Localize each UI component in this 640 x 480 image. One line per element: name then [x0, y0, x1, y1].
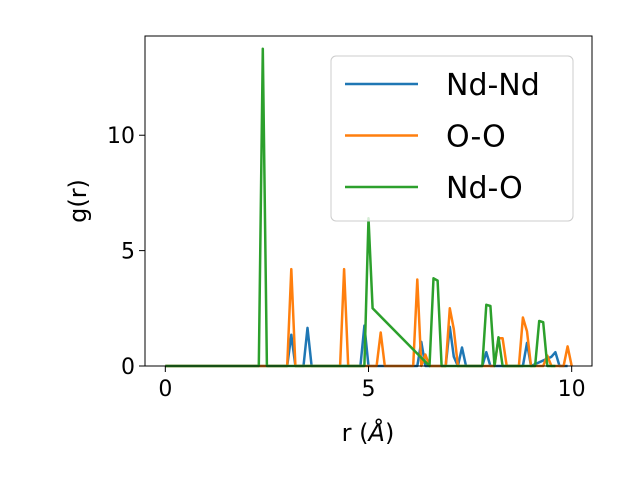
- legend-label-2: Nd-O: [446, 171, 523, 206]
- legend-label-1: O-O: [446, 120, 506, 155]
- legend-label-0: Nd-Nd: [446, 68, 540, 103]
- x-axis-label-close: ): [385, 419, 394, 447]
- y-axis-label: g(r): [64, 179, 92, 223]
- x-tick-label-1: 5: [362, 377, 376, 402]
- x-axis-label: r (Å): [342, 418, 395, 447]
- x-tick-label-2: 10: [558, 377, 586, 402]
- x-axis-label-unit: Å: [367, 418, 385, 447]
- x-axis-label-text: r (: [342, 419, 369, 447]
- x-tick-label-0: 0: [158, 377, 172, 402]
- ticks-layer: 0 5 10 0 5 10: [107, 124, 586, 402]
- legend-box: [330, 55, 574, 222]
- legend: Nd-Nd O-O Nd-O: [330, 55, 574, 222]
- y-tick-label-1: 5: [121, 240, 135, 265]
- y-tick-label-0: 0: [121, 355, 135, 380]
- y-tick-label-2: 10: [107, 124, 135, 149]
